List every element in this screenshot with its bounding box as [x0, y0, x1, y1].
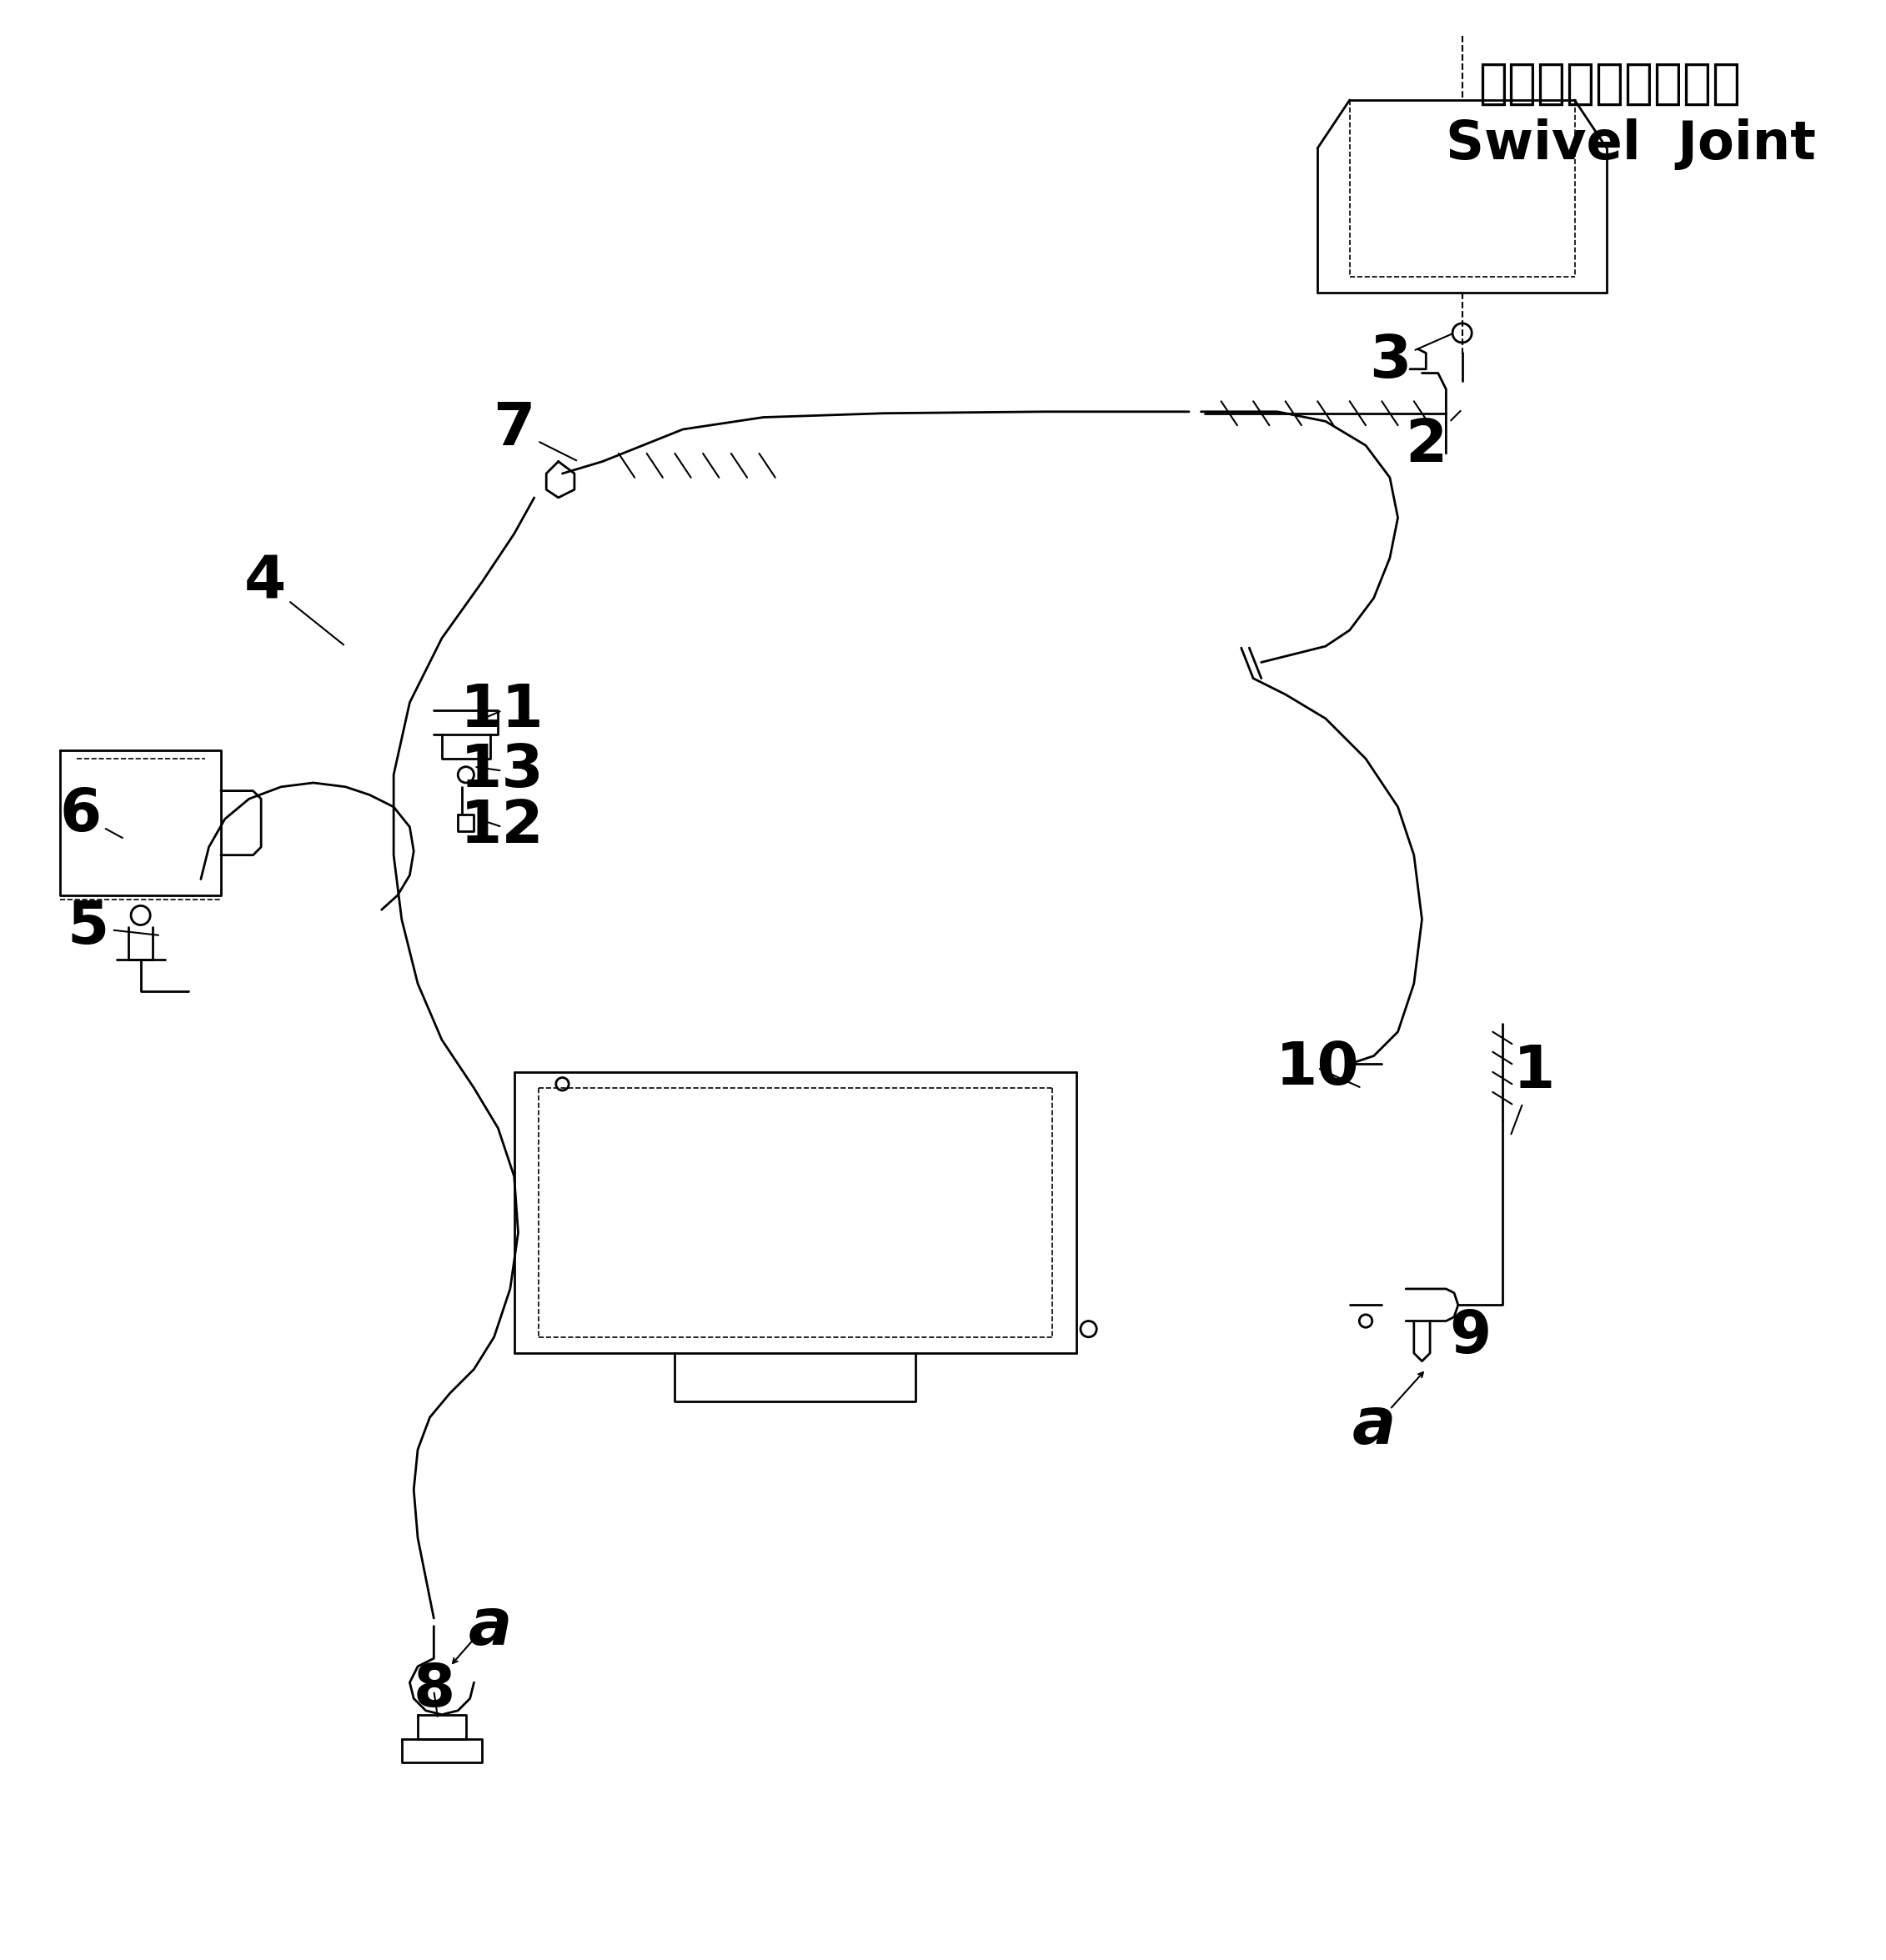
Text: Swivel  Joint: Swivel Joint: [1447, 118, 1816, 171]
Text: 6: 6: [58, 786, 123, 843]
Text: a: a: [1352, 1394, 1396, 1456]
Text: 3: 3: [1369, 333, 1452, 390]
Text: a: a: [468, 1595, 511, 1658]
Text: 7: 7: [492, 400, 577, 461]
Text: 11: 11: [460, 682, 543, 739]
Text: 1: 1: [1511, 1043, 1556, 1135]
Text: 4: 4: [243, 553, 343, 645]
Text: 10: 10: [1275, 1039, 1360, 1098]
Text: スイベルジョイント: スイベルジョイント: [1479, 61, 1741, 108]
Text: 13: 13: [460, 743, 543, 800]
Text: 2: 2: [1405, 412, 1460, 474]
Text: 8: 8: [413, 1662, 455, 1719]
Text: 5: 5: [68, 898, 158, 956]
Text: 12: 12: [460, 798, 543, 857]
Text: 9: 9: [1448, 1307, 1492, 1366]
